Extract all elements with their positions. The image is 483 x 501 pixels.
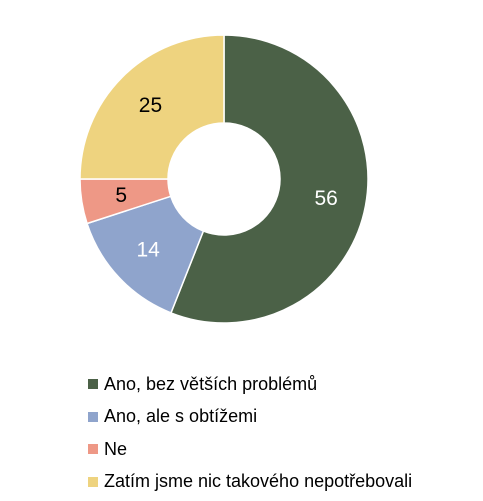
donut-chart: 56 14 5 25 [79, 34, 369, 324]
donut-slices [79, 34, 369, 324]
slice-value-label: 56 [314, 187, 337, 210]
legend-swatch [88, 379, 98, 390]
legend-item: Ano, bez větších problémů [88, 368, 412, 401]
chart-legend: Ano, bez větších problémů Ano, ale s obtí… [88, 368, 412, 498]
donut-value-labels: 56 14 5 25 [115, 94, 337, 262]
slice-value-label: 5 [115, 184, 127, 207]
legend-label: Zatím jsme nic takového nepotřebovali [104, 471, 413, 492]
legend-label: Ano, bez větších problémů [104, 373, 318, 394]
legend-swatch [88, 476, 98, 487]
slice-value-label: 25 [139, 94, 162, 117]
donut-slice-1 [86, 195, 205, 314]
slice-value-label: 14 [137, 239, 161, 262]
legend-label: Ne [104, 438, 128, 459]
legend-swatch [88, 444, 98, 455]
donut-slice-3 [79, 34, 225, 180]
legend-item: Zatím jsme nic takového nepotřebovali [88, 466, 412, 499]
legend-item: Ano, ale s obtížemi [88, 401, 412, 434]
legend-swatch [88, 411, 98, 422]
legend-item: Ne [88, 433, 412, 466]
legend-label: Ano, ale s obtížemi [104, 406, 258, 427]
donut-slice-0 [170, 34, 369, 324]
